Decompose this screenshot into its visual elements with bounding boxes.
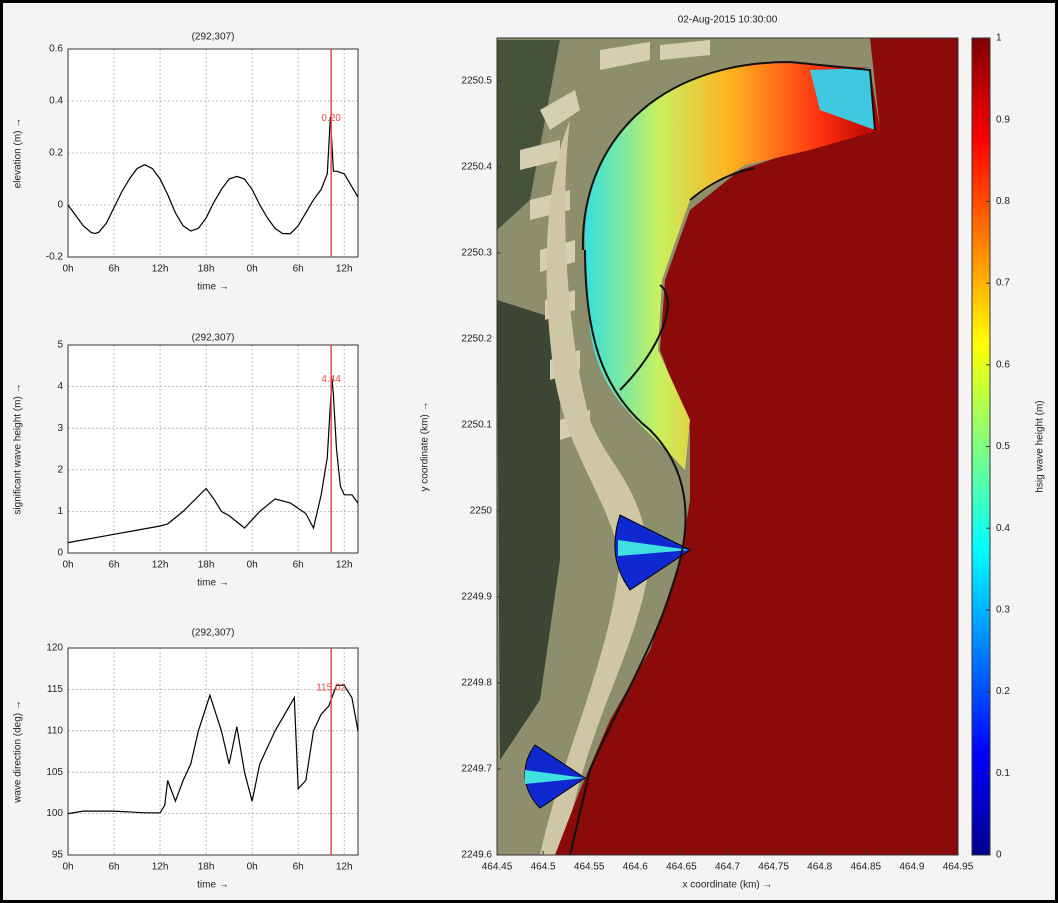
x-tick-label: 0h (62, 560, 73, 571)
x-axis-label: time → (197, 282, 229, 293)
chart-title: 02-Aug-2015 10:30:00 (678, 15, 778, 26)
marker-label: 115.02 (316, 682, 346, 693)
x-tick-label: 12h (152, 862, 169, 873)
x-tick-label: 12h (336, 264, 353, 275)
x-tick-label: 6h (108, 560, 119, 571)
x-tick-label: 464.75 (758, 862, 789, 873)
y-tick-label: 2249.7 (461, 764, 492, 775)
y-tick-label: 2250.4 (461, 162, 492, 173)
axes-box (496, 37, 959, 856)
x-tick-label: 12h (152, 264, 169, 275)
y-tick-label: 0.2 (49, 148, 63, 159)
y-tick-label: 4 (57, 381, 63, 392)
y-axis-label: y coordinate (km) → (420, 401, 431, 491)
y-tick-label: 95 (52, 850, 64, 861)
colorbar-tick-label: 0.3 (996, 605, 1010, 616)
y-tick-label: 2249.9 (461, 592, 492, 603)
x-axis-label: time → (197, 578, 229, 589)
colorbar-tick-label: 0.5 (996, 441, 1010, 452)
chart-title: (292,307) (192, 333, 235, 344)
x-tick-label: 12h (336, 560, 353, 571)
y-axis-label: significant wave height (m) → (13, 383, 24, 514)
x-tick-label: 464.5 (531, 862, 556, 873)
y-tick-label: 0 (57, 548, 63, 559)
chart-title: (292,307) (192, 32, 235, 43)
plot-area (68, 345, 358, 553)
x-axis-label: x coordinate (km) → (682, 880, 772, 891)
y-tick-label: 110 (47, 725, 63, 736)
y-axis-label: elevation (m) → (13, 118, 24, 189)
y-tick-label: 0 (57, 200, 63, 211)
y-tick-label: 5 (57, 340, 63, 351)
axes-box (67, 344, 359, 554)
colorbar-tick-label: 0.1 (996, 768, 1010, 779)
colorbar-tick-label: 0.6 (996, 359, 1010, 370)
map-imagery (497, 38, 958, 855)
x-tick-label: 6h (293, 862, 304, 873)
y-tick-label: 3 (57, 423, 63, 434)
y-axis-label: wave direction (deg) → (13, 700, 24, 804)
y-tick-label: 2249.6 (461, 850, 492, 861)
y-tick-label: 2250.2 (461, 334, 492, 345)
y-tick-label: 2 (57, 464, 63, 475)
x-tick-label: 0h (247, 560, 258, 571)
y-tick-label: 0.4 (49, 96, 63, 107)
colorbar-tick-label: 0.2 (996, 686, 1010, 697)
y-tick-label: 2249.8 (461, 678, 492, 689)
axes-box (67, 48, 359, 258)
x-tick-label: 6h (293, 264, 304, 275)
plot-area (68, 648, 358, 855)
data-line (67, 378, 359, 544)
x-tick-label: 12h (152, 560, 169, 571)
x-tick-label: 464.65 (666, 862, 697, 873)
x-axis-label: time → (197, 880, 229, 891)
x-tick-label: 464.85 (851, 862, 882, 873)
y-tick-label: -0.2 (46, 252, 64, 263)
y-tick-label: 115 (47, 684, 63, 695)
y-tick-label: 2250.3 (461, 248, 492, 259)
x-tick-label: 464.95 (943, 862, 974, 873)
x-tick-label: 12h (336, 862, 353, 873)
y-tick-label: 2250.5 (461, 76, 492, 87)
y-tick-label: 120 (46, 643, 63, 654)
colorbar-tick-label: 0 (996, 850, 1002, 861)
colorbar-tick-label: 1 (996, 33, 1002, 44)
y-tick-label: 1 (57, 506, 63, 517)
x-tick-label: 464.45 (482, 862, 513, 873)
colorbar-tick-label: 0.7 (996, 278, 1010, 289)
y-tick-label: 2250 (470, 506, 493, 517)
x-tick-label: 18h (198, 862, 215, 873)
marker-label: 0.20 (321, 113, 341, 124)
x-tick-label: 0h (62, 862, 73, 873)
x-tick-label: 18h (198, 560, 215, 571)
colorbar-label: hsig wave height (m) (1035, 400, 1046, 492)
x-tick-label: 464.55 (574, 862, 605, 873)
colorbar-tick-label: 0.9 (996, 114, 1010, 125)
x-tick-label: 6h (108, 264, 119, 275)
x-tick-label: 0h (247, 862, 258, 873)
colorbar-tick-label: 0.4 (996, 523, 1010, 534)
x-tick-label: 464.6 (623, 862, 648, 873)
axes-box (67, 647, 359, 856)
x-tick-label: 6h (293, 560, 304, 571)
data-line (67, 684, 359, 815)
y-tick-label: 105 (46, 767, 63, 778)
y-tick-label: 0.6 (49, 44, 63, 55)
x-tick-label: 6h (108, 862, 119, 873)
x-tick-label: 464.9 (899, 862, 924, 873)
chart-title: (292,307) (192, 628, 235, 639)
y-tick-label: 2250.1 (461, 420, 492, 431)
colorbar-tick-label: 0.8 (996, 196, 1010, 207)
x-tick-label: 0h (247, 264, 258, 275)
marker-label: 4.44 (321, 374, 341, 385)
y-tick-label: 100 (46, 808, 63, 819)
data-line (67, 116, 359, 235)
x-tick-label: 464.7 (715, 862, 740, 873)
x-tick-label: 0h (62, 264, 73, 275)
x-tick-label: 464.8 (807, 862, 832, 873)
x-tick-label: 18h (198, 264, 215, 275)
